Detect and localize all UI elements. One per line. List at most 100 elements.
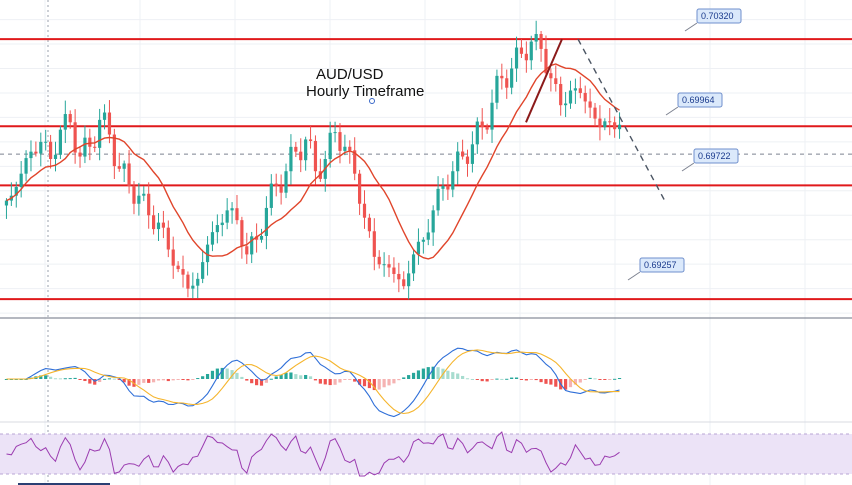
macd-histogram-bar: [603, 379, 607, 380]
price-callout-pointer: [684, 22, 698, 32]
macd-histogram-bar: [411, 372, 416, 379]
candle-down: [588, 101, 592, 108]
macd-histogram-bar: [485, 379, 489, 382]
candle-down: [554, 78, 558, 85]
macd-histogram-bar: [284, 372, 288, 379]
candle-down: [117, 166, 121, 169]
candle-down: [186, 274, 190, 289]
candle-up: [210, 232, 215, 245]
candle-up: [191, 285, 195, 289]
overlay: AUD/USD Hourly Timeframe: [306, 66, 424, 104]
candle-down: [578, 88, 582, 93]
macd-histogram-bar: [142, 379, 146, 383]
candle-up: [250, 236, 254, 255]
candle-up: [137, 195, 141, 204]
candle-up: [201, 262, 205, 279]
rsi-band: [0, 434, 852, 474]
macd-histogram-bar: [127, 379, 131, 386]
macd-histogram-bar: [279, 374, 283, 379]
candle-up: [4, 200, 9, 206]
macd-histogram-bar: [436, 367, 440, 379]
price-callout-label: 0.69964: [682, 95, 715, 105]
macd-histogram-bar: [240, 376, 244, 379]
macd-histogram-bar: [608, 379, 612, 380]
macd-histogram-bar: [235, 372, 239, 379]
macd-histogram-bar: [377, 379, 381, 390]
macd-histogram-bar: [367, 379, 371, 389]
macd-histogram-bar: [78, 379, 82, 380]
candle-up: [421, 239, 425, 242]
candle-down: [362, 203, 367, 218]
macd-histogram-bar: [83, 379, 87, 382]
macd-histogram-bar: [431, 366, 435, 379]
macd-histogram-bar: [308, 376, 313, 379]
macd-histogram-bar: [524, 379, 528, 381]
signal-line: [6, 349, 620, 415]
candle-up: [475, 121, 479, 145]
macd-histogram-bar: [392, 379, 396, 384]
candle-down: [613, 122, 617, 130]
macd-histogram-bar: [358, 379, 362, 385]
macd-histogram-bar: [426, 367, 430, 379]
candle-up: [534, 34, 538, 42]
candle-down: [245, 246, 249, 255]
candle-down: [387, 264, 391, 268]
candle-up: [264, 207, 268, 236]
macd-histogram-bar: [338, 379, 342, 383]
candle-up: [39, 141, 43, 154]
macd-histogram-bar: [107, 378, 112, 380]
macd-histogram-bar: [137, 379, 141, 385]
price-callout: 0.69257: [627, 257, 685, 281]
candle-down: [73, 122, 77, 153]
macd-histogram-bar: [544, 379, 548, 384]
price-callout-pointer: [627, 271, 641, 281]
macd-histogram-bar: [201, 376, 205, 379]
macd-histogram-bar: [112, 378, 116, 380]
candle-down: [539, 34, 543, 49]
candle-up: [510, 68, 514, 88]
macd-histogram-bar: [294, 374, 298, 379]
candle-up: [431, 210, 435, 233]
macd-histogram-bar: [259, 379, 264, 386]
candle-up: [83, 137, 87, 157]
macd-histogram-bar: [505, 378, 509, 380]
macd-histogram-bar: [44, 375, 48, 379]
chart-title-line2: Hourly Timeframe: [306, 83, 424, 100]
candle-up: [426, 232, 430, 240]
macd-line: [6, 347, 620, 418]
price-callout-label: 0.70320: [701, 11, 734, 21]
macd-histogram-bar: [250, 379, 254, 384]
candle-up: [14, 186, 18, 196]
candle-up: [269, 183, 273, 208]
macd-histogram-bar: [152, 379, 156, 383]
macd-histogram-bar: [397, 379, 401, 381]
candle-up: [44, 141, 48, 143]
candle-up: [456, 151, 460, 172]
candle-down: [49, 141, 53, 159]
macd-histogram-bar: [313, 379, 318, 381]
price-callout-label: 0.69722: [698, 151, 731, 161]
macd-histogram-bar: [490, 379, 494, 380]
price-callout: 0.70320: [684, 8, 742, 32]
candle-up: [407, 273, 411, 287]
macd-histogram-bar: [588, 377, 592, 379]
macd-histogram-bar: [387, 379, 391, 386]
candle-down: [500, 75, 504, 79]
macd-histogram-bar: [613, 378, 617, 380]
candle-up: [142, 193, 146, 196]
candle-down: [392, 267, 396, 274]
macd-histogram-bar: [304, 374, 308, 379]
macd-histogram-bar: [598, 379, 602, 380]
macd-histogram-bar: [451, 372, 455, 379]
candle-up: [19, 173, 23, 187]
macd-histogram-bar: [343, 379, 347, 380]
candle-down: [397, 273, 401, 280]
macd-histogram-bar: [147, 379, 151, 383]
macd-histogram-bar: [289, 372, 293, 379]
macd-histogram-bar: [196, 378, 200, 380]
candle-up: [122, 163, 126, 169]
macd-histogram-bar: [318, 379, 322, 384]
candle-up: [451, 171, 455, 190]
macd-histogram-bar: [166, 379, 170, 382]
